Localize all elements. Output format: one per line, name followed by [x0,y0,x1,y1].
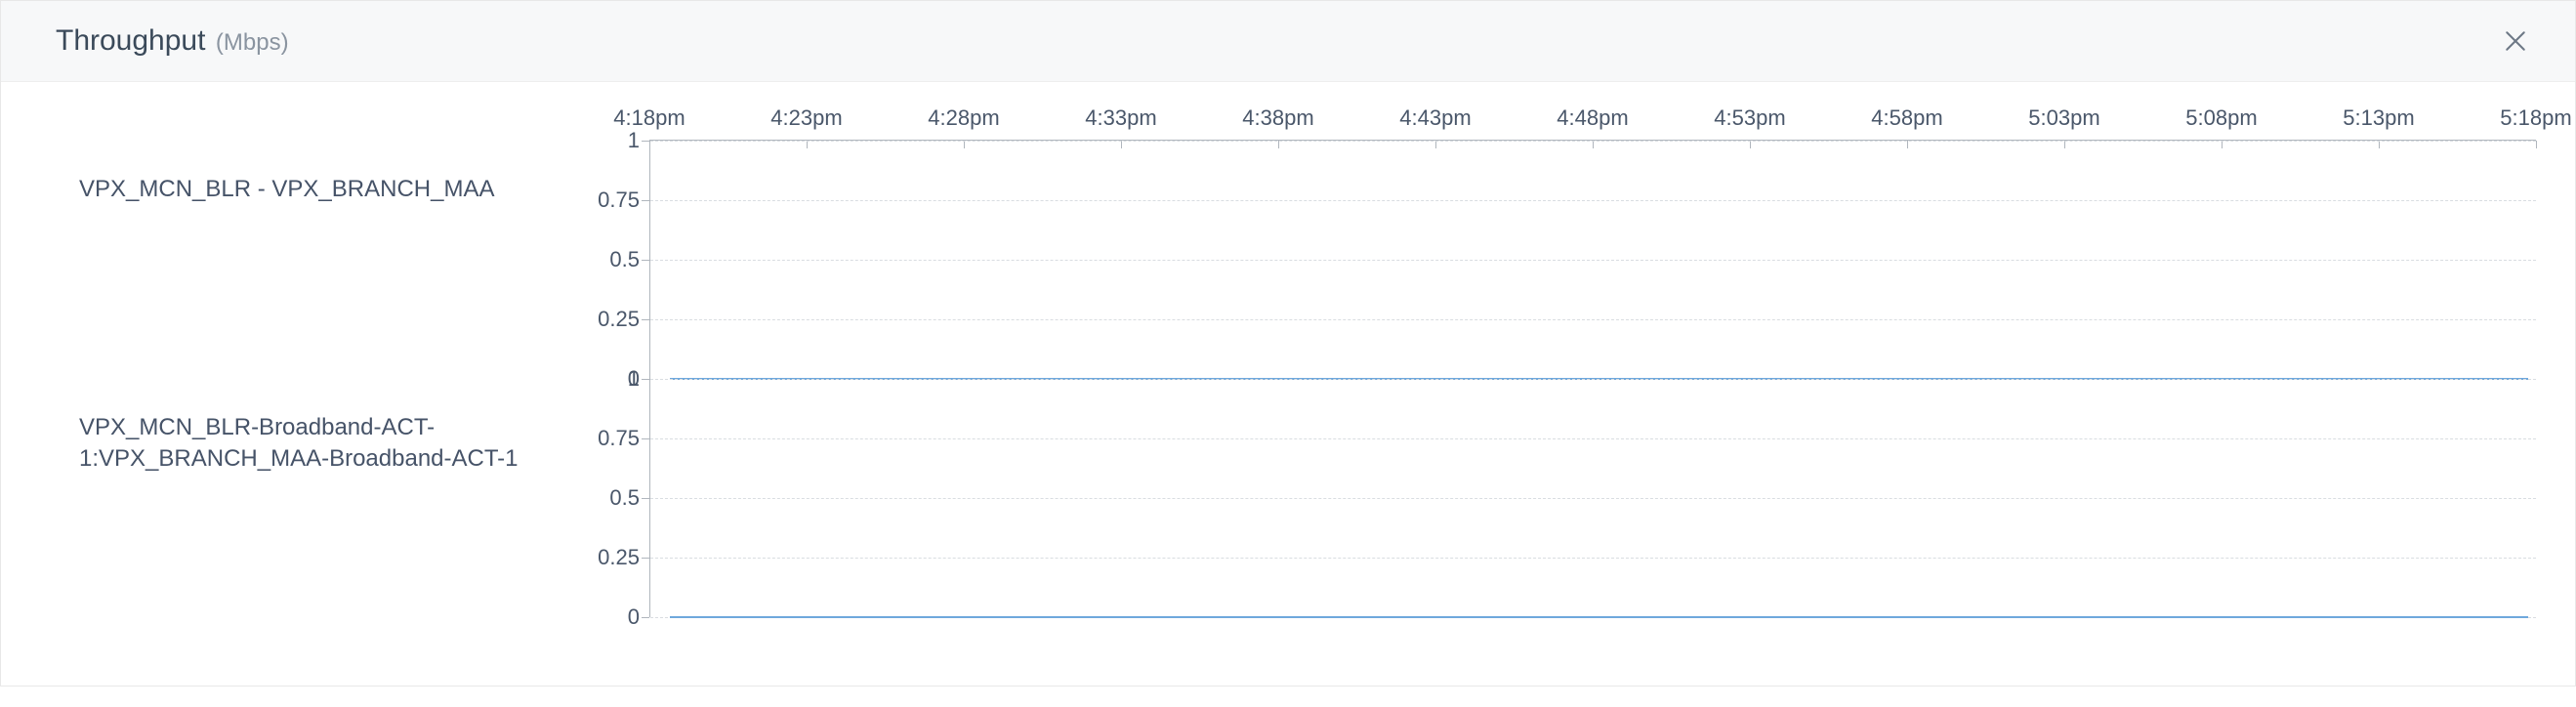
gridline [650,260,2536,261]
y-axis-tick-mark [642,260,649,261]
time-axis-tick: 5:08pm [2185,105,2257,131]
time-axis: 4:18pm4:23pm4:28pm4:33pm4:38pm4:43pm4:48… [649,105,2536,141]
y-axis-tick: 1 [628,366,640,392]
y-axis-tick-mark [642,438,649,439]
gridline [650,141,2536,142]
chart-plot [649,379,2536,617]
time-axis-tick: 4:18pm [613,105,685,131]
gridline [650,200,2536,201]
chart-row: 10.750.50.250 [591,141,2536,379]
panel-header: Throughput (Mbps) [1,1,2575,82]
time-axis-tick: 4:33pm [1085,105,1156,131]
chart-plot [649,141,2536,379]
row-labels-column: VPX_MCN_BLR - VPX_BRANCH_MAA VPX_MCN_BLR… [24,105,591,650]
row-label: VPX_MCN_BLR-Broadband-ACT-1:VPX_BRANCH_M… [79,412,591,650]
time-axis-tick: 4:43pm [1399,105,1471,131]
y-axis-tick: 0 [628,604,640,630]
time-axis-tick: 5:13pm [2343,105,2414,131]
time-axis-tick: 5:18pm [2500,105,2571,131]
y-axis: 10.750.50.250 [591,141,649,379]
y-axis-tick-mark [642,319,649,320]
y-axis-tick-mark [642,498,649,499]
gridline [650,438,2536,439]
panel-title: Throughput [56,24,205,57]
y-axis-tick: 0.25 [598,545,640,570]
time-axis-tick: 4:23pm [770,105,842,131]
y-axis-tick: 0.75 [598,426,640,451]
y-axis-tick-mark [642,379,649,380]
title-block: Throughput (Mbps) [56,24,289,58]
gridline [650,379,2536,380]
y-axis-tick-mark [642,141,649,142]
y-axis-tick-mark [642,558,649,559]
y-axis: 10.750.50.250 [591,379,649,617]
y-axis-tick-mark [642,617,649,618]
y-axis-tick: 0.25 [598,307,640,332]
series-line [670,616,2528,618]
time-axis-tick-mark [2536,141,2537,148]
time-axis-tick: 5:03pm [2028,105,2099,131]
gridline [650,319,2536,320]
y-axis-tick: 0.75 [598,187,640,213]
time-axis-tick: 4:28pm [928,105,999,131]
time-axis-tick: 4:38pm [1242,105,1313,131]
time-axis-tick: 4:53pm [1714,105,1785,131]
close-icon [2501,26,2530,56]
close-button[interactable] [2495,21,2536,62]
row-label: VPX_MCN_BLR - VPX_BRANCH_MAA [79,174,591,412]
time-axis-tick: 4:48pm [1557,105,1628,131]
time-axis-tick: 4:58pm [1871,105,1942,131]
panel-body: VPX_MCN_BLR - VPX_BRANCH_MAA VPX_MCN_BLR… [1,82,2575,686]
chart-row: 10.750.50.250 [591,379,2536,617]
y-axis-tick: 0.5 [609,485,640,511]
throughput-panel: Throughput (Mbps) VPX_MCN_BLR - VPX_BRAN… [0,0,2576,686]
panel-unit: (Mbps) [216,29,289,56]
y-axis-tick: 1 [628,128,640,153]
charts-column: 4:18pm 4:23pm 4:28pm 4:33pm 4:38pm 4:43pm 4:48… [591,105,2536,650]
y-axis-tick: 0.5 [609,247,640,272]
gridline [650,498,2536,499]
y-axis-tick-mark [642,200,649,201]
gridline [650,558,2536,559]
